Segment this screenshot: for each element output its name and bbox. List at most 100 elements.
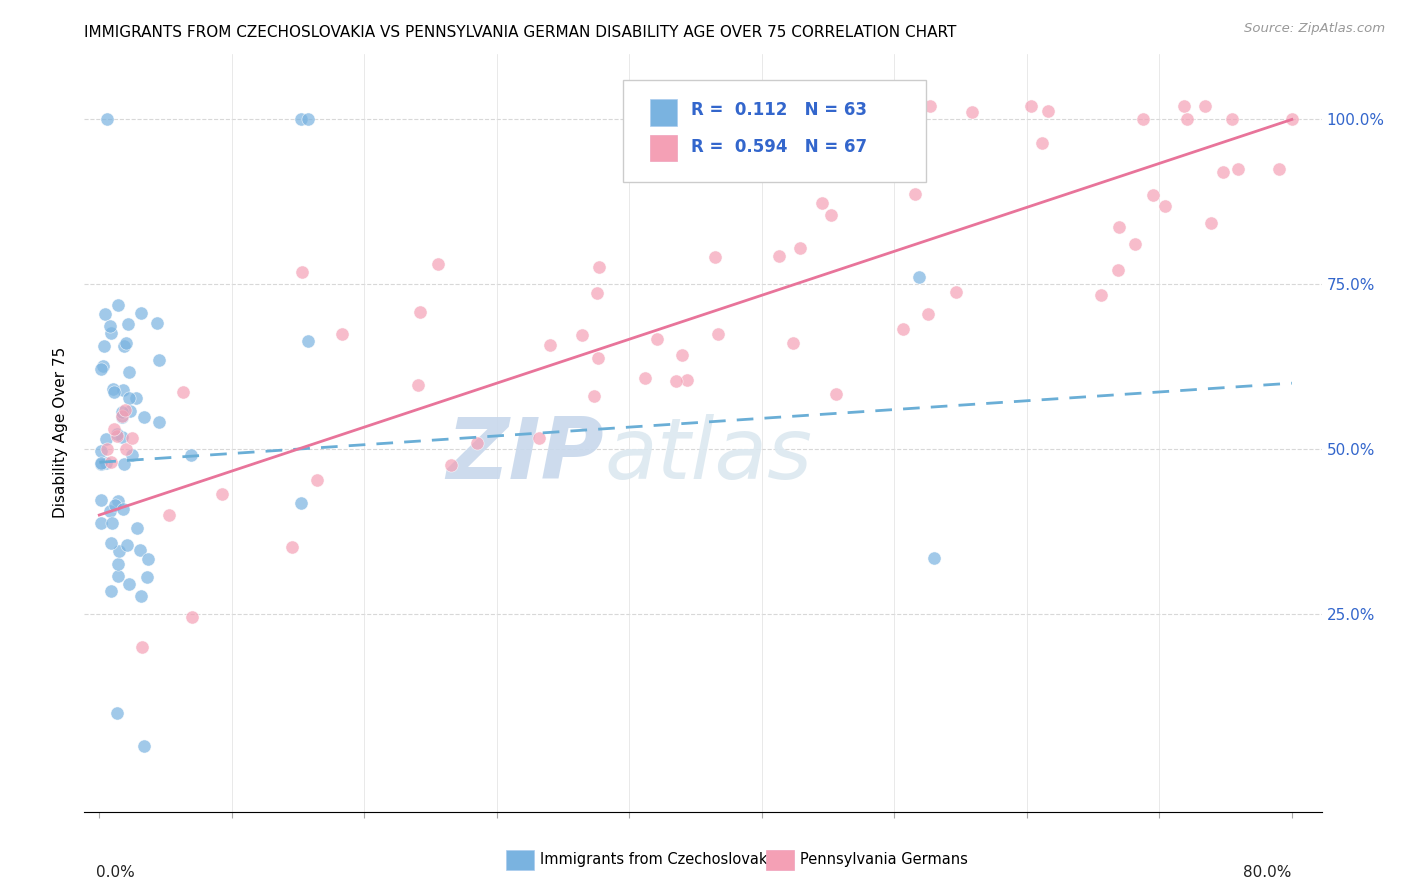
Text: atlas: atlas: [605, 414, 813, 497]
Point: [290, 112, 312, 127]
Text: R =  0.594   N = 67: R = 0.594 N = 67: [690, 137, 866, 156]
Point: [1173, 99, 1195, 113]
Point: [98, 319, 121, 334]
Point: [118, 576, 141, 591]
Point: [290, 496, 312, 510]
Text: Source: ZipAtlas.com: Source: ZipAtlas.com: [1244, 22, 1385, 36]
Point: [103, 384, 125, 399]
Point: [1090, 287, 1112, 301]
Point: [105, 706, 128, 720]
Point: [129, 306, 152, 320]
Point: [100, 455, 122, 469]
Point: [297, 112, 319, 127]
Point: [582, 389, 605, 403]
Point: [922, 550, 945, 565]
Point: [707, 326, 730, 341]
Point: [904, 187, 927, 202]
Point: [138, 552, 160, 566]
Point: [439, 458, 461, 472]
Point: [90, 362, 112, 376]
Point: [157, 508, 180, 522]
Text: Pennsylvania Germans: Pennsylvania Germans: [800, 853, 967, 867]
Point: [665, 374, 688, 388]
Point: [112, 339, 135, 353]
Point: [100, 584, 122, 599]
Point: [1199, 216, 1222, 230]
Point: [146, 316, 169, 330]
Point: [291, 264, 314, 278]
Text: ZIP: ZIP: [446, 414, 605, 497]
Point: [671, 347, 693, 361]
FancyBboxPatch shape: [650, 135, 678, 161]
Point: [117, 537, 139, 551]
Point: [94, 433, 117, 447]
Point: [107, 557, 129, 571]
Point: [1227, 161, 1250, 176]
Point: [647, 332, 669, 346]
Point: [104, 498, 127, 512]
Point: [100, 536, 122, 550]
Point: [136, 570, 159, 584]
Point: [1132, 112, 1154, 127]
Point: [118, 403, 141, 417]
Point: [908, 269, 931, 284]
Point: [101, 382, 124, 396]
Point: [1154, 199, 1177, 213]
Point: [91, 359, 114, 373]
Point: [1212, 164, 1234, 178]
Point: [125, 520, 148, 534]
Point: [945, 285, 967, 300]
Point: [1123, 237, 1146, 252]
Point: [1107, 262, 1129, 277]
Point: [117, 317, 139, 331]
Point: [588, 260, 610, 274]
Point: [96, 112, 118, 127]
Point: [782, 335, 804, 350]
Point: [93, 307, 115, 321]
Point: [90, 456, 112, 470]
Point: [1220, 112, 1243, 127]
Point: [571, 328, 593, 343]
Point: [132, 410, 155, 425]
Point: [676, 373, 699, 387]
Point: [121, 448, 143, 462]
Point: [426, 257, 449, 271]
Point: [111, 405, 134, 419]
Point: [1194, 99, 1216, 113]
Point: [586, 351, 609, 366]
Point: [1142, 188, 1164, 202]
Point: [918, 99, 941, 113]
Point: [1281, 112, 1303, 127]
FancyBboxPatch shape: [650, 99, 678, 126]
Point: [108, 544, 131, 558]
Point: [96, 456, 118, 470]
Point: [917, 307, 939, 321]
Point: [538, 337, 561, 351]
Point: [824, 387, 846, 401]
Point: [409, 305, 432, 319]
Point: [107, 298, 129, 312]
Point: [105, 427, 128, 442]
Point: [891, 322, 914, 336]
Point: [111, 429, 134, 443]
Point: [180, 448, 202, 462]
Point: [90, 493, 112, 508]
Point: [1177, 112, 1199, 127]
Point: [172, 384, 194, 399]
Point: [111, 409, 134, 424]
Point: [90, 516, 112, 530]
Point: [280, 541, 302, 555]
Point: [1038, 103, 1060, 118]
Point: [467, 436, 489, 450]
Point: [908, 112, 931, 127]
Point: [93, 339, 115, 353]
FancyBboxPatch shape: [623, 80, 925, 183]
Point: [1019, 99, 1042, 113]
Point: [148, 352, 170, 367]
Point: [1268, 162, 1291, 177]
Point: [211, 487, 233, 501]
Point: [107, 494, 129, 508]
Point: [118, 365, 141, 379]
Point: [90, 444, 112, 458]
Point: [105, 429, 128, 443]
